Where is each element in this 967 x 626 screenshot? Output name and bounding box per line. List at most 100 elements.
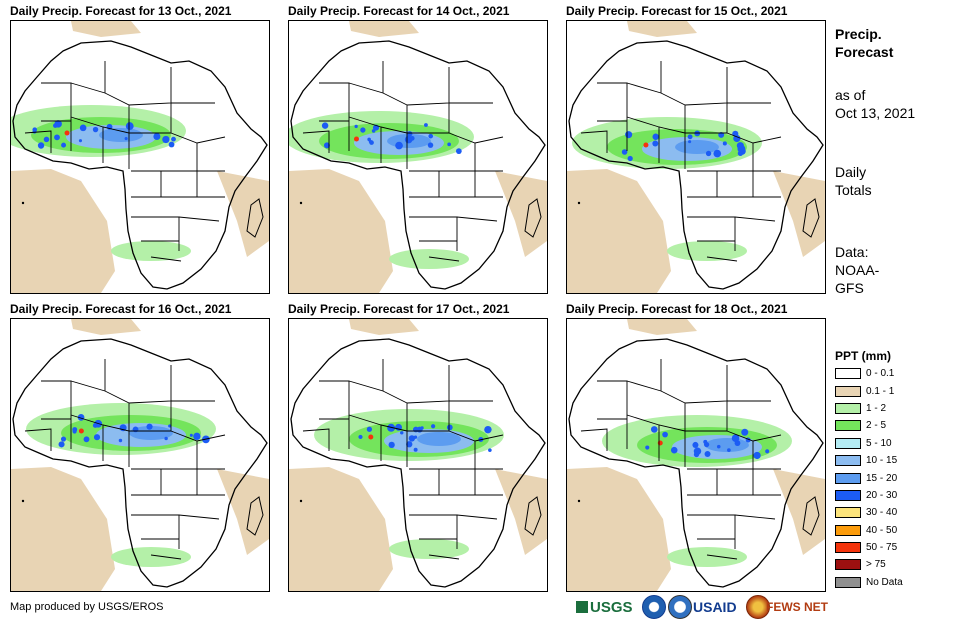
country-border: [734, 514, 776, 520]
panel-title: Daily Precip. Forecast for 14 Oct., 2021: [288, 4, 510, 18]
rain-cell: [72, 429, 77, 434]
rain-cell: [413, 447, 418, 452]
rain-cell: [60, 436, 67, 442]
legend-swatch: [835, 472, 861, 484]
rain-cell: [734, 440, 741, 447]
country-border: [131, 514, 180, 549]
dry-ocean-region: [217, 469, 269, 555]
island-dot: [299, 499, 303, 503]
rain-cell: [416, 426, 423, 433]
rain-cell: [406, 131, 413, 137]
rain-cell: [427, 142, 434, 148]
forecast-panel-18-oct: Daily Precip. Forecast for 18 Oct., 2021: [566, 302, 826, 592]
country-border: [160, 469, 225, 496]
country-border: [319, 82, 350, 117]
island-dot: [21, 499, 25, 503]
dry-ocean-region: [289, 467, 393, 591]
rain-cell: [703, 439, 708, 444]
country-border: [348, 380, 408, 431]
dry-ocean-region: [495, 469, 547, 555]
rain-very-heavy-region: [675, 140, 719, 154]
map-canvas: [567, 21, 825, 293]
legend-swatch: [835, 402, 861, 414]
rain-cell: [146, 423, 153, 430]
legend-swatch: [835, 542, 861, 554]
rain-cell: [92, 126, 99, 133]
country-border: [734, 216, 776, 222]
rain-cell: [741, 428, 749, 436]
usaid-logo: USAID: [693, 599, 737, 615]
rain-cell: [447, 142, 451, 147]
africa-coastline: [568, 40, 824, 290]
rain-very-heavy-region: [99, 128, 143, 142]
country-border: [178, 514, 220, 520]
dry-ocean-region: [289, 169, 393, 293]
rain-cell: [688, 140, 692, 144]
legend-swatch: [835, 437, 861, 449]
rain-cell: [424, 123, 428, 127]
rain-cell: [366, 426, 373, 432]
madagascar-outline: [246, 496, 264, 536]
country-border: [150, 256, 182, 262]
usgs-logo: USGS: [576, 595, 633, 619]
legend-label: 0 - 0.1: [866, 368, 895, 380]
rain-cell: [488, 448, 492, 452]
dry-north-region: [71, 319, 141, 335]
legend-label: 50 - 75: [866, 542, 898, 554]
madagascar-outline: [524, 198, 542, 238]
country-border: [302, 130, 330, 153]
rain-cell: [360, 127, 366, 133]
sidebar-totals: Daily Totals: [835, 163, 872, 199]
rain-cell: [731, 434, 740, 443]
rain-cell: [428, 133, 434, 139]
rain-cell: [692, 441, 699, 448]
rain-cell: [716, 444, 721, 449]
rain-cell: [722, 141, 727, 146]
country-border: [684, 365, 728, 404]
legend-label: 15 - 20: [866, 472, 898, 484]
rain-cell: [705, 150, 712, 157]
rain-cell: [662, 431, 668, 438]
rain-cell: [621, 149, 628, 155]
forecast-map: [288, 20, 548, 294]
rain-cell: [693, 447, 702, 455]
dry-north-region: [349, 319, 419, 335]
panel-title: Daily Precip. Forecast for 13 Oct., 2021: [10, 4, 232, 18]
rain-cell: [765, 449, 770, 454]
rain-extreme-cell: [643, 142, 649, 148]
map-canvas: [289, 319, 547, 591]
data-source-line: NOAA-: [835, 262, 880, 278]
rain-extreme-cell: [64, 130, 70, 136]
country-border: [150, 554, 182, 560]
country-border: [438, 469, 503, 496]
forecast-map: [10, 20, 270, 294]
country-border: [597, 82, 628, 117]
legend-label: No Data: [866, 576, 903, 588]
sidebar-heading: Precip. Forecast: [835, 25, 893, 61]
rain-cell: [168, 141, 175, 148]
rain-cell: [652, 133, 659, 140]
forecast-panel-15-oct: Daily Precip. Forecast for 15 Oct., 2021: [566, 4, 826, 294]
rain-cell: [400, 431, 404, 435]
rain-extreme-cell: [353, 136, 359, 142]
island-dot: [299, 201, 303, 205]
rain-cell: [79, 124, 87, 132]
legend-item: 0 - 0.1: [835, 365, 903, 382]
rain-cell: [687, 134, 693, 140]
country-border: [128, 67, 172, 106]
madagascar-outline: [802, 496, 820, 536]
country-border: [302, 428, 330, 451]
map-credit: Map produced by USGS/EROS: [10, 601, 164, 613]
rain-cell: [83, 436, 90, 443]
country-border: [196, 441, 225, 470]
legend-swatch: [835, 507, 861, 519]
country-border: [70, 82, 130, 133]
dry-ocean-region: [773, 469, 825, 555]
country-border: [70, 380, 130, 431]
rain-cell: [125, 122, 134, 130]
legend-label: 2 - 5: [866, 420, 887, 432]
rain-cell: [61, 142, 67, 148]
rain-cell: [446, 424, 453, 431]
africa-coastline: [12, 40, 268, 290]
usgs-wave-icon: [576, 601, 588, 613]
